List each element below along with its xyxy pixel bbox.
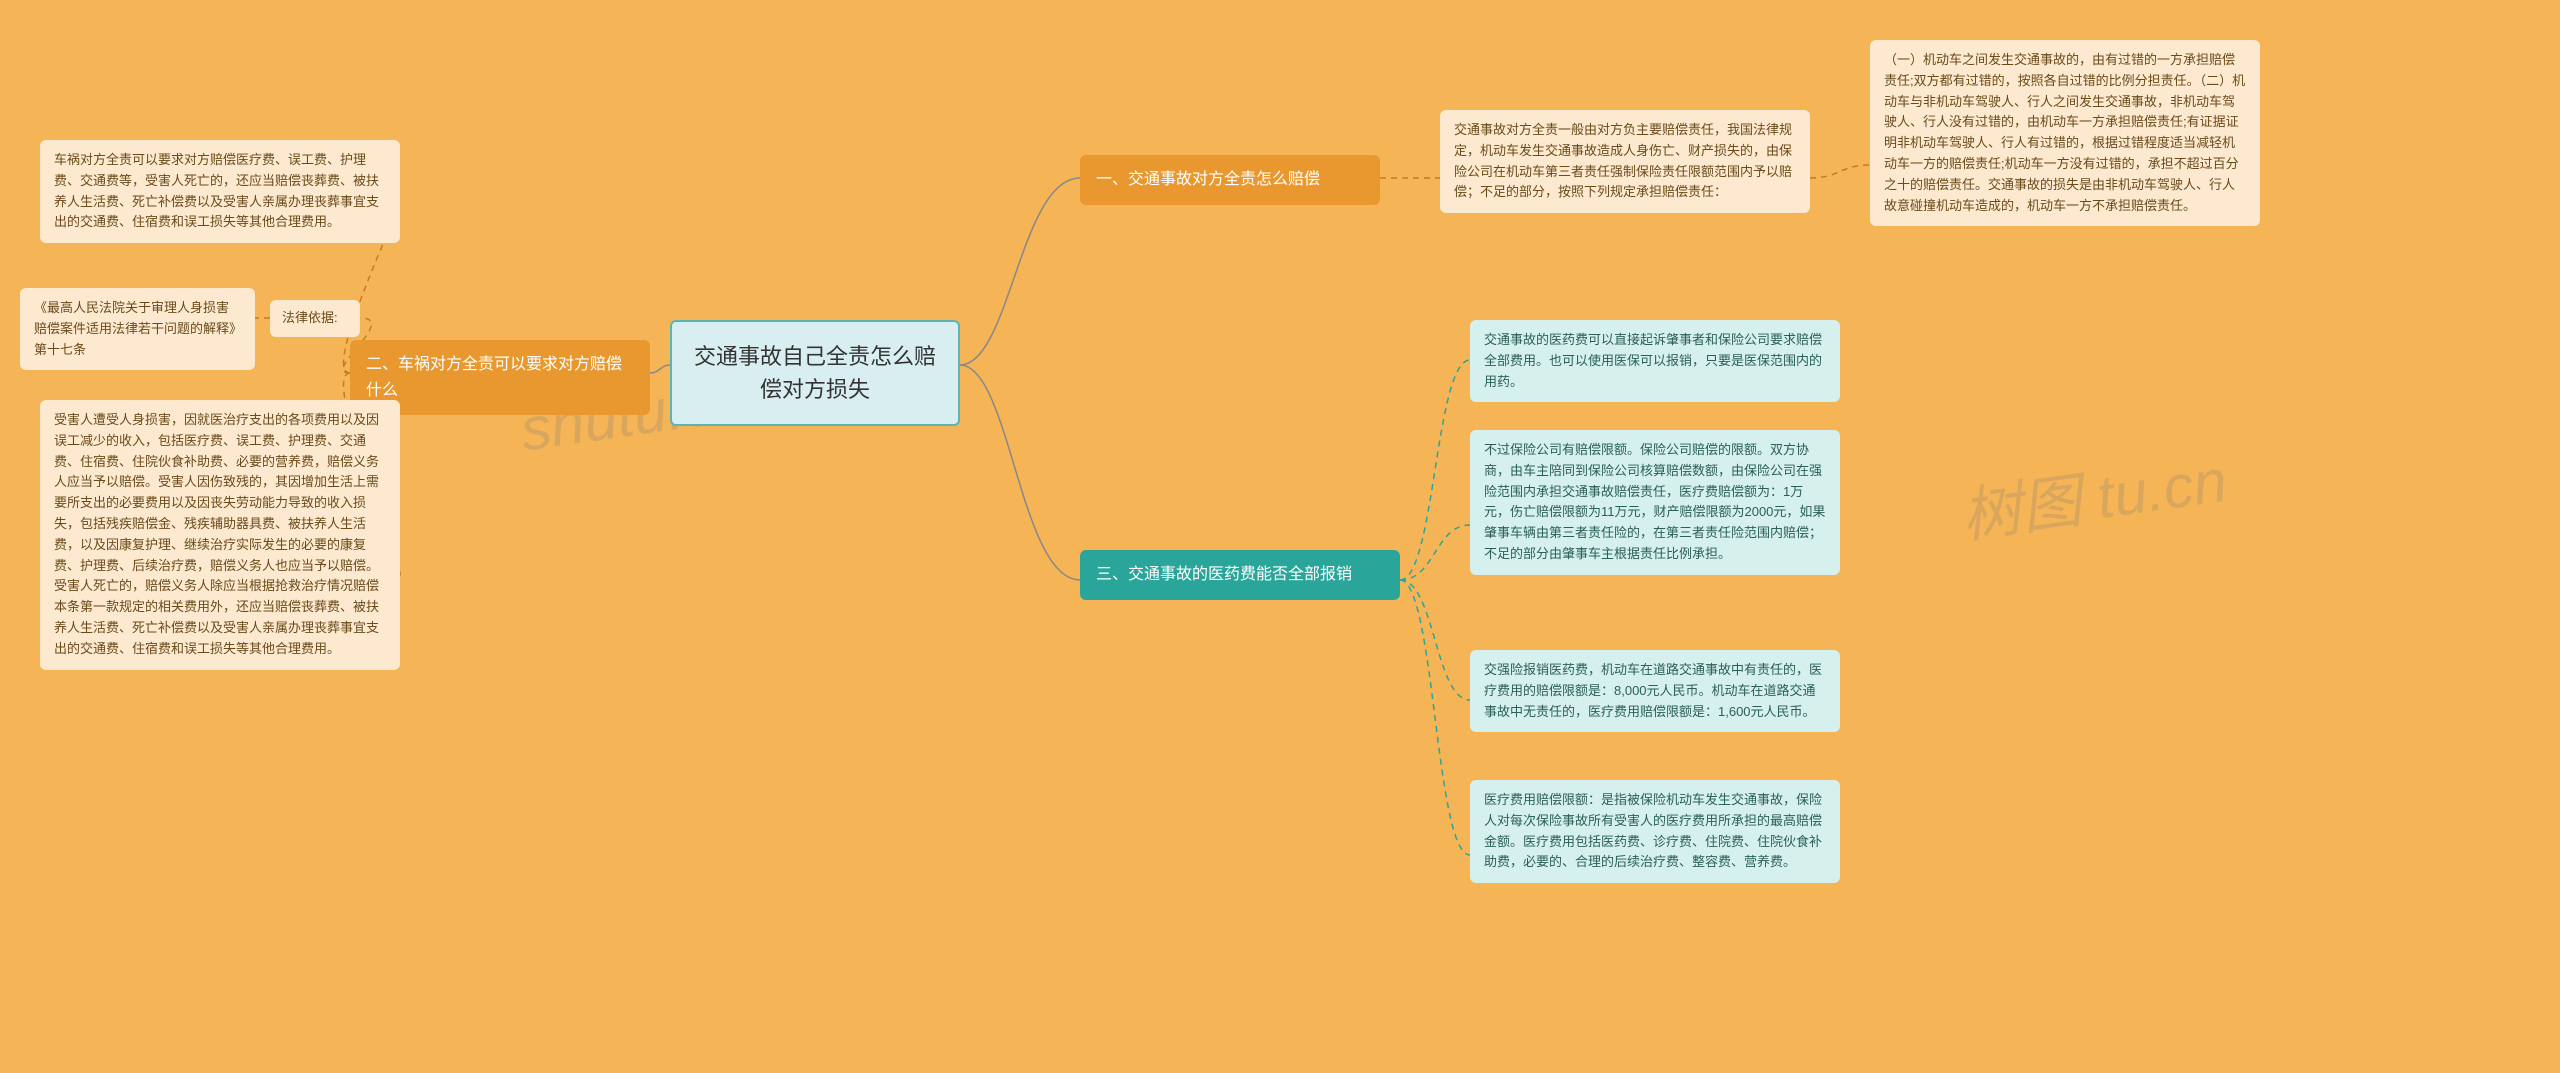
branch-1-child-1-a[interactable]: （一）机动车之间发生交通事故的，由有过错的一方承担赔偿责任;双方都有过错的，按照…: [1870, 40, 2260, 226]
watermark: 树图 tu.cn: [1955, 432, 2231, 555]
branch-2-child-1[interactable]: 车祸对方全责可以要求对方赔偿医疗费、误工费、护理费、交通费等，受害人死亡的，还应…: [40, 140, 400, 243]
branch-3-child-3[interactable]: 交强险报销医药费，机动车在道路交通事故中有责任的，医疗费用的赔偿限额是：8,00…: [1470, 650, 1840, 732]
branch-3-child-2[interactable]: 不过保险公司有赔偿限额。保险公司赔偿的限额。双方协商，由车主陪同到保险公司核算赔…: [1470, 430, 1840, 575]
branch-3-child-1[interactable]: 交通事故的医药费可以直接起诉肇事者和保险公司要求赔偿全部费用。也可以使用医保可以…: [1470, 320, 1840, 402]
branch-2-child-3[interactable]: 受害人遭受人身损害，因就医治疗支出的各项费用以及因误工减少的收入，包括医疗费、误…: [40, 400, 400, 670]
branch-1-child-1[interactable]: 交通事故对方全责一般由对方负主要赔偿责任，我国法律规定，机动车发生交通事故造成人…: [1440, 110, 1810, 213]
branch-3[interactable]: 三、交通事故的医药费能否全部报销: [1080, 550, 1400, 600]
branch-1[interactable]: 一、交通事故对方全责怎么赔偿: [1080, 155, 1380, 205]
branch-3-child-4[interactable]: 医疗费用赔偿限额：是指被保险机动车发生交通事故，保险人对每次保险事故所有受害人的…: [1470, 780, 1840, 883]
branch-2-child-2-label[interactable]: 法律依据:: [270, 300, 360, 337]
branch-2-child-2-a[interactable]: 《最高人民法院关于审理人身损害赔偿案件适用法律若干问题的解释》第十七条: [20, 288, 255, 370]
root-node[interactable]: 交通事故自己全责怎么赔偿对方损失: [670, 320, 960, 426]
